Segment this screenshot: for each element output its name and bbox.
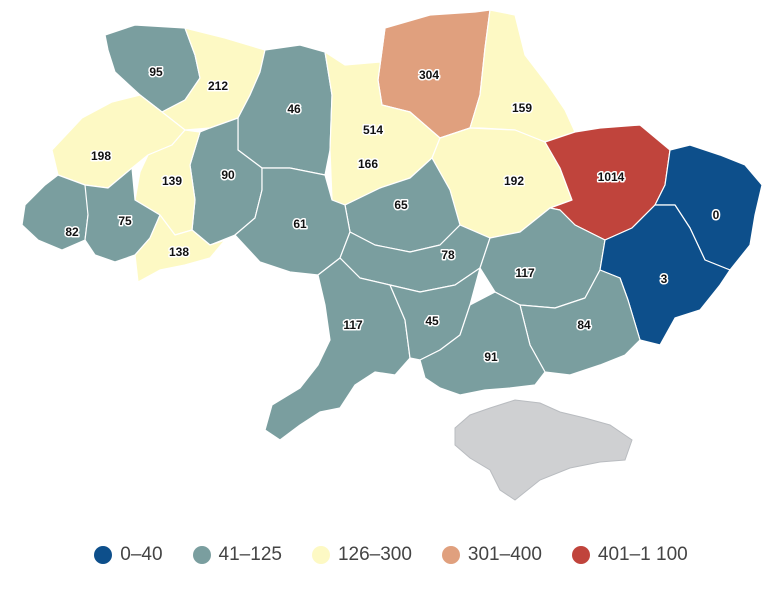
region-value-label: 95 bbox=[149, 65, 163, 79]
legend-swatch bbox=[311, 546, 330, 564]
region-value-label: 3 bbox=[661, 272, 668, 286]
region-value-label: 61 bbox=[293, 217, 307, 231]
region-value-label: 1014 bbox=[598, 170, 625, 184]
legend-item[interactable]: 0–40 bbox=[94, 544, 163, 566]
legend-item[interactable]: 401–1 100 bbox=[571, 544, 688, 566]
region-crimea bbox=[454, 399, 633, 501]
region-ternopil[interactable] bbox=[134, 129, 201, 236]
legend-item[interactable]: 301–400 bbox=[441, 544, 542, 566]
legend-label: 41–125 bbox=[218, 544, 282, 565]
region-value-label: 90 bbox=[221, 168, 235, 182]
region-value-label: 159 bbox=[512, 101, 532, 115]
region-chernivtsi[interactable] bbox=[134, 214, 226, 283]
legend-item[interactable]: 41–125 bbox=[192, 544, 282, 566]
region-value-label: 75 bbox=[118, 214, 132, 228]
region-value-label: 212 bbox=[208, 79, 228, 93]
region-value-label: 139 bbox=[162, 174, 182, 188]
region-value-label: 82 bbox=[65, 225, 79, 239]
legend-swatch bbox=[94, 546, 113, 564]
region-value-label: 46 bbox=[287, 102, 301, 116]
region-value-label: 78 bbox=[441, 248, 455, 262]
region-value-label: 65 bbox=[394, 198, 408, 212]
region-value-label: 91 bbox=[484, 350, 498, 364]
region-odesa[interactable] bbox=[264, 257, 411, 441]
legend-label: 401–1 100 bbox=[597, 544, 688, 565]
legend-label: 301–400 bbox=[467, 544, 542, 565]
region-value-label: 117 bbox=[343, 318, 363, 332]
region-value-label: 84 bbox=[577, 318, 591, 332]
region-value-label: 514 bbox=[363, 123, 383, 137]
region-value-label: 45 bbox=[425, 314, 439, 328]
region-value-label: 166 bbox=[358, 157, 378, 171]
region-value-label: 0 bbox=[713, 208, 720, 222]
legend-swatch bbox=[571, 546, 590, 564]
region-value-label: 138 bbox=[169, 245, 189, 259]
region-value-label: 304 bbox=[419, 68, 439, 82]
legend-swatch bbox=[441, 546, 460, 564]
legend-label: 126–300 bbox=[337, 544, 412, 565]
legend-label: 0–40 bbox=[120, 544, 163, 565]
region-value-label: 192 bbox=[504, 174, 524, 188]
region-value-label: 117 bbox=[515, 266, 535, 280]
region-value-label: 198 bbox=[91, 149, 111, 163]
legend-swatch bbox=[192, 546, 211, 564]
ukraine-choropleth-map: 95 212 46 304 159 514 198 166 90 139 192… bbox=[21, 9, 763, 501]
legend-item[interactable]: 126–300 bbox=[311, 544, 412, 566]
legend: 0–40 41–125 126–300 301–400 401–1 100 bbox=[0, 540, 782, 570]
region-kherson[interactable] bbox=[419, 291, 546, 396]
